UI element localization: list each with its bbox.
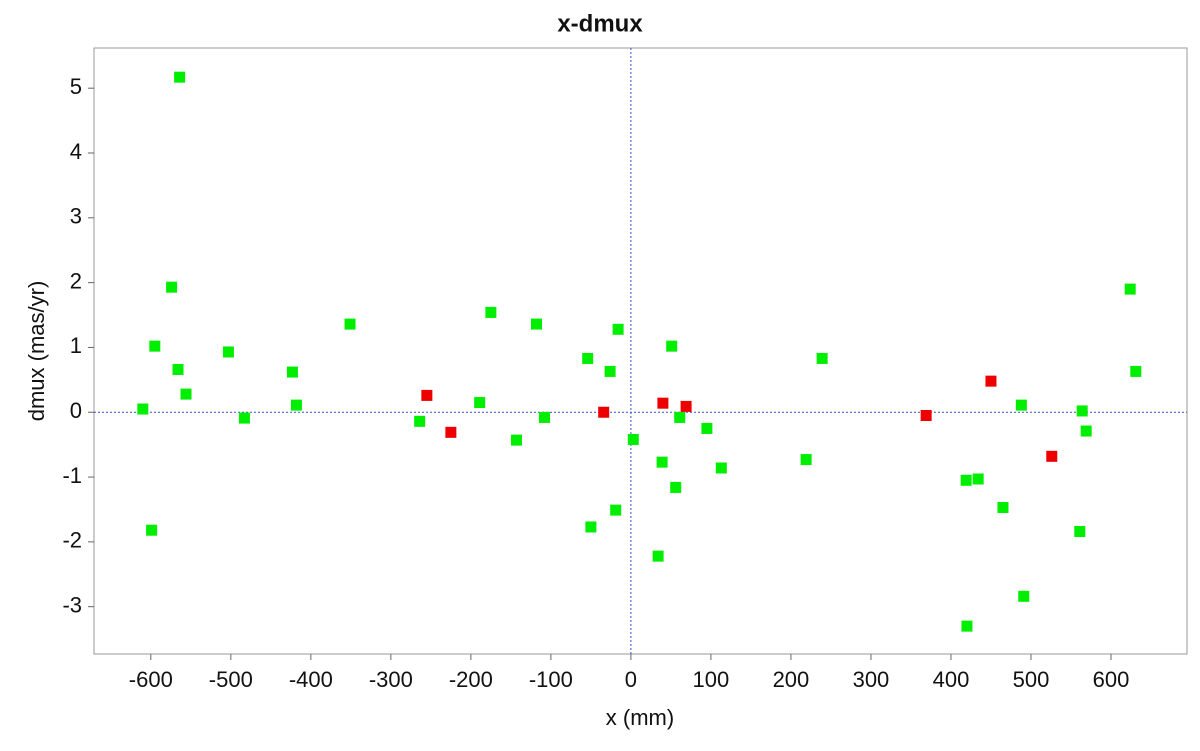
y-axis-label: dmux (mas/yr): [24, 281, 49, 422]
point: [137, 403, 149, 415]
y-tick-label: 4: [70, 139, 82, 164]
point: [421, 389, 433, 401]
x-tick-label: 100: [693, 667, 730, 692]
point: [627, 433, 639, 445]
point: [610, 504, 622, 516]
x-tick-label: 200: [773, 667, 810, 692]
point: [585, 521, 597, 533]
point: [960, 474, 972, 486]
y-tick-label: -3: [62, 592, 82, 617]
x-tick-label: -300: [369, 667, 413, 692]
point: [1124, 283, 1136, 295]
point: [816, 352, 828, 364]
point: [1076, 405, 1088, 417]
point: [510, 434, 522, 446]
x-tick-label: 400: [933, 667, 970, 692]
x-tick-label: -200: [449, 667, 493, 692]
point: [1015, 399, 1027, 411]
point: [1080, 425, 1092, 437]
y-tick-label: 0: [70, 398, 82, 423]
point: [680, 400, 692, 412]
x-tick-label: 500: [1013, 667, 1050, 692]
point: [670, 481, 682, 493]
point: [666, 340, 678, 352]
plot-area: [93, 47, 1188, 655]
x-tick-label: 0: [625, 667, 637, 692]
point: [657, 397, 669, 409]
point: [445, 426, 457, 438]
y-tick-label: 5: [70, 74, 82, 99]
x-tick-label: -500: [209, 667, 253, 692]
point: [146, 524, 158, 536]
y-tick-label: -1: [62, 463, 82, 488]
x-tick-label: -100: [529, 667, 573, 692]
point: [920, 409, 932, 421]
point: [485, 306, 497, 318]
point: [1074, 526, 1086, 538]
point: [530, 318, 542, 330]
point: [612, 323, 624, 335]
point: [604, 365, 616, 377]
point: [1046, 450, 1058, 462]
point: [582, 352, 594, 364]
point: [656, 456, 668, 468]
point: [166, 281, 178, 293]
point: [1018, 590, 1030, 602]
point: [674, 411, 686, 423]
point: [474, 397, 486, 409]
point: [985, 375, 997, 387]
point: [652, 550, 664, 562]
point: [172, 363, 184, 375]
point: [174, 71, 186, 83]
point: [290, 399, 302, 411]
point: [286, 366, 298, 378]
point: [961, 620, 973, 632]
x-tick-label: -400: [289, 667, 333, 692]
x-tick-label: -600: [129, 667, 173, 692]
point: [972, 473, 984, 485]
point: [715, 462, 727, 474]
y-tick-label: 1: [70, 333, 82, 358]
point: [538, 411, 550, 423]
x-tick-label: 600: [1093, 667, 1130, 692]
point: [414, 415, 426, 427]
chart-title: x-dmux: [557, 10, 643, 37]
point: [598, 406, 610, 418]
point: [149, 340, 161, 352]
x-axis-label: x (mm): [606, 705, 674, 730]
y-tick-label: 2: [70, 268, 82, 293]
point: [344, 318, 356, 330]
point: [222, 346, 234, 358]
point: [180, 388, 192, 400]
y-tick-label: 3: [70, 204, 82, 229]
y-tick-label: -2: [62, 528, 82, 553]
point: [238, 412, 250, 424]
point: [701, 422, 713, 434]
point: [1130, 365, 1142, 377]
point: [997, 502, 1009, 514]
x-tick-label: 300: [853, 667, 890, 692]
point: [800, 454, 812, 466]
